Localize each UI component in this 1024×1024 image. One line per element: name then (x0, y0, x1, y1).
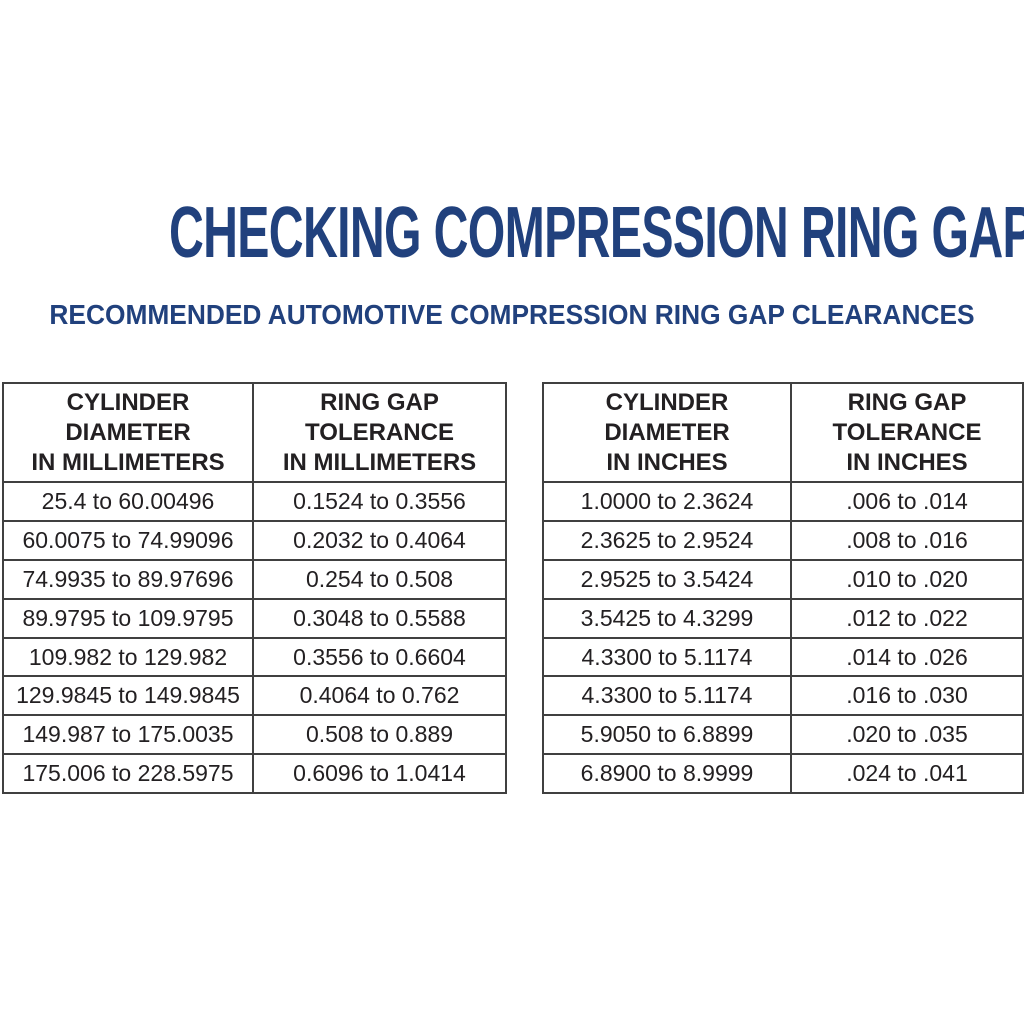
cylinder-diameter-value: 109.982 to 129.982 (2, 636, 254, 678)
header-line: DIAMETER (604, 418, 730, 446)
ring-gap-tolerance-value: .006 to .014 (790, 481, 1024, 522)
ring-gap-tolerance-value: .010 to .020 (790, 558, 1024, 600)
col-header-ring-gap-tolerance-inches: RING GAP TOLERANCE IN INCHES (790, 382, 1024, 483)
ring-gap-tolerance-value: 0.2032 to 0.4064 (252, 519, 507, 561)
table-row: 1.0000 to 2.3624 .006 to .014 (542, 481, 1024, 522)
header-line: TOLERANCE (305, 418, 454, 446)
table-row: 2.9525 to 3.5424 .010 to .020 (542, 558, 1024, 600)
header-line: RING GAP (847, 388, 967, 416)
cylinder-diameter-value: 4.3300 to 5.1174 (542, 636, 792, 678)
cylinder-diameter-value: 89.9795 to 109.9795 (2, 597, 254, 639)
page-title: CHECKING COMPRESSION RING GAPS (168, 193, 1024, 273)
ring-gap-tolerance-value: 0.3048 to 0.5588 (252, 597, 507, 639)
ring-gap-tolerance-value: 0.254 to 0.508 (252, 558, 507, 600)
col-header-cylinder-diameter-mm: CYLINDER DIAMETER IN MILLIMETERS (2, 382, 254, 483)
table-row: 109.982 to 129.982 0.3556 to 0.6604 (2, 636, 507, 678)
table-row: 3.5425 to 4.3299 .012 to .022 (542, 597, 1024, 639)
table-row: 89.9795 to 109.9795 0.3048 to 0.5588 (2, 597, 507, 639)
cylinder-diameter-value: 175.006 to 228.5975 (2, 753, 254, 795)
cylinder-diameter-value: 5.9050 to 6.8899 (542, 714, 792, 756)
cylinder-diameter-value: 25.4 to 60.00496 (2, 481, 254, 522)
table-row: 149.987 to 175.0035 0.508 to 0.889 (2, 714, 507, 756)
col-header-ring-gap-tolerance-mm: RING GAP TOLERANCE IN MILLIMETERS (252, 382, 507, 483)
ring-gap-tolerance-value: .008 to .016 (790, 519, 1024, 561)
ring-gap-tolerance-value: 0.1524 to 0.3556 (252, 481, 507, 522)
ring-gap-tolerance-value: .014 to .026 (790, 636, 1024, 678)
table-row: 4.3300 to 5.1174 .016 to .030 (542, 675, 1024, 717)
ring-gap-tolerance-value: .012 to .022 (790, 597, 1024, 639)
table-row: 129.9845 to 149.9845 0.4064 to 0.762 (2, 675, 507, 717)
cylinder-diameter-value: 3.5425 to 4.3299 (542, 597, 792, 639)
ring-gap-tolerance-value: .016 to .030 (790, 675, 1024, 717)
header-line: CYLINDER (66, 388, 190, 416)
table-row: 2.3625 to 2.9524 .008 to .016 (542, 519, 1024, 561)
ring-gap-tolerance-value: 0.6096 to 1.0414 (252, 753, 507, 795)
header-line: IN INCHES (606, 448, 728, 476)
ring-gap-tolerance-value: 0.508 to 0.889 (252, 714, 507, 756)
header-line: DIAMETER (65, 418, 191, 446)
table-row: 25.4 to 60.00496 0.1524 to 0.3556 (2, 481, 507, 522)
cylinder-diameter-value: 149.987 to 175.0035 (2, 714, 254, 756)
page-subtitle: RECOMMENDED AUTOMOTIVE COMPRESSION RING … (49, 299, 975, 330)
header-line: IN MILLIMETERS (282, 448, 477, 476)
cylinder-diameter-value: 2.9525 to 3.5424 (542, 558, 792, 600)
table-row: 175.006 to 228.5975 0.6096 to 1.0414 (2, 753, 507, 795)
header-line: IN MILLIMETERS (31, 448, 225, 476)
table-header-row: CYLINDER DIAMETER IN MILLIMETERS RING GA… (2, 382, 507, 483)
header-line: TOLERANCE (832, 418, 982, 446)
table-row: 6.8900 to 8.9999 .024 to .041 (542, 753, 1024, 795)
col-header-cylinder-diameter-inches: CYLINDER DIAMETER IN INCHES (542, 382, 792, 483)
cylinder-diameter-value: 129.9845 to 149.9845 (2, 675, 254, 717)
cylinder-diameter-value: 74.9935 to 89.97696 (2, 558, 254, 600)
table-row: 74.9935 to 89.97696 0.254 to 0.508 (2, 558, 507, 600)
cylinder-diameter-value: 2.3625 to 2.9524 (542, 519, 792, 561)
table-row: 60.0075 to 74.99096 0.2032 to 0.4064 (2, 519, 507, 561)
cylinder-diameter-value: 4.3300 to 5.1174 (542, 675, 792, 717)
ring-gap-tolerance-value: .020 to .035 (790, 714, 1024, 756)
ring-gap-tolerance-value: 0.4064 to 0.762 (252, 675, 507, 717)
cylinder-diameter-value: 6.8900 to 8.9999 (542, 753, 792, 795)
header-line: CYLINDER (605, 388, 729, 416)
table-millimeters: CYLINDER DIAMETER IN MILLIMETERS RING GA… (2, 382, 507, 795)
header-line: RING GAP (320, 388, 439, 416)
cylinder-diameter-value: 60.0075 to 74.99096 (2, 519, 254, 561)
ring-gap-tolerance-value: 0.3556 to 0.6604 (252, 636, 507, 678)
header-line: IN INCHES (846, 448, 968, 476)
table-row: 4.3300 to 5.1174 .014 to .026 (542, 636, 1024, 678)
cylinder-diameter-value: 1.0000 to 2.3624 (542, 481, 792, 522)
ring-gap-tolerance-value: .024 to .041 (790, 753, 1024, 795)
table-inches: CYLINDER DIAMETER IN INCHES RING GAP TOL… (542, 382, 1024, 795)
table-header-row: CYLINDER DIAMETER IN INCHES RING GAP TOL… (542, 382, 1024, 483)
table-row: 5.9050 to 6.8899 .020 to .035 (542, 714, 1024, 756)
